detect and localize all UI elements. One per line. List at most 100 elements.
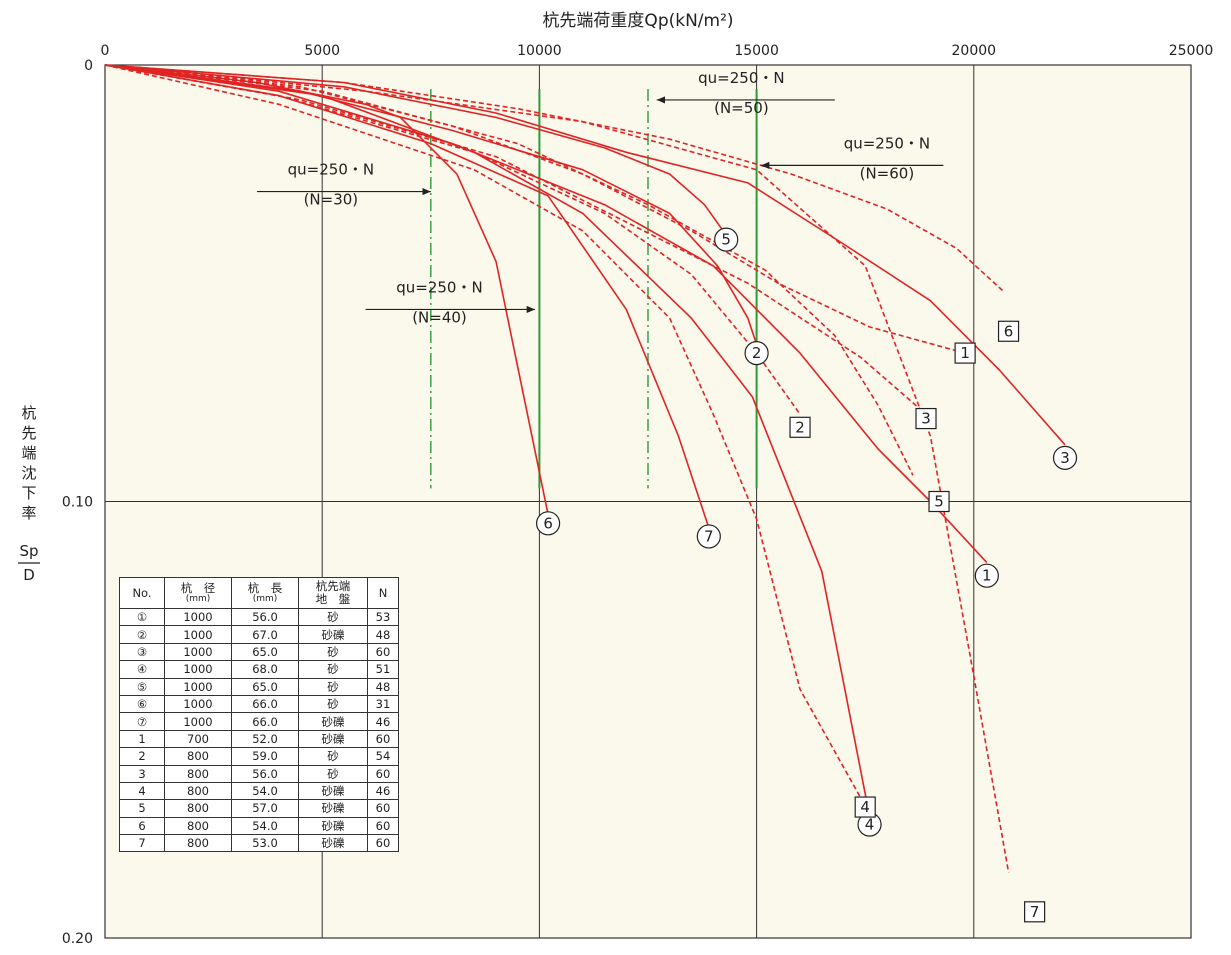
series-marker-circle — [696, 524, 721, 549]
series-marker-box — [1024, 901, 1046, 923]
qu-annotation: qu=250・N (N=50) — [656, 69, 835, 117]
series-marker: 5 — [928, 490, 950, 513]
table-cell-n: 53 — [367, 607, 399, 627]
table-cell-no: 3 — [119, 764, 165, 783]
table-cell-n: 54 — [367, 747, 399, 766]
series-line — [104, 64, 862, 799]
table-row: 5 800 57.0 砂礫 60 — [119, 799, 399, 818]
series-marker-label: 3 — [1060, 449, 1070, 467]
series-line — [104, 64, 727, 236]
table-row: ⑦ 1000 66.0 砂礫 46 — [119, 712, 399, 731]
table-cell-ground: 砂礫 — [298, 781, 368, 801]
annotation-formula: qu=250・N — [698, 69, 784, 87]
table-cell-no: ⑦ — [119, 712, 165, 731]
annotation-condition: (N=40) — [412, 309, 467, 327]
table-cell-ground: 砂 — [298, 677, 368, 696]
table-cell-length: 67.0 — [231, 625, 299, 644]
table-cell-length: 56.0 — [231, 607, 299, 627]
table-cell-diameter: 800 — [164, 799, 232, 818]
y-axis-title-denominator: D — [23, 566, 35, 584]
table-cell-diameter: 800 — [164, 747, 232, 766]
table-cell-diameter: 800 — [164, 816, 232, 836]
series-line — [104, 64, 1010, 873]
table-cell-n: 60 — [367, 799, 399, 818]
series-marker-label: 3 — [921, 410, 931, 428]
annotation-condition: (N=50) — [714, 99, 769, 117]
table-cell-no: 2 — [119, 747, 165, 766]
table-cell-diameter: 800 — [164, 781, 232, 801]
x-tick-label: 25000 — [1169, 43, 1214, 59]
series-marker-label: 1 — [982, 567, 992, 585]
table-cell-no: 6 — [119, 816, 165, 836]
table-cell-ground: 砂 — [298, 642, 368, 662]
table-cell-diameter: 1000 — [164, 712, 232, 731]
table-cell-length: 54.0 — [231, 781, 299, 801]
table-cell-length: 68.0 — [231, 660, 299, 679]
series-marker: 2 — [744, 340, 769, 366]
table-cell-no: ⑤ — [119, 677, 165, 696]
table-cell-length: 56.0 — [231, 764, 299, 783]
header-ground: 杭先端地 盤 — [298, 577, 368, 609]
series-marker-label: 4 — [865, 816, 875, 834]
table-cell-n: 31 — [367, 694, 399, 714]
table-row: ⑥ 1000 66.0 砂 31 — [119, 694, 399, 714]
table-row: 2 800 59.0 砂 54 — [119, 747, 399, 766]
table-cell-ground: 砂 — [298, 694, 368, 714]
y-tick-label: 0.10 — [62, 495, 93, 511]
series-marker: 3 — [1052, 445, 1078, 470]
table-cell-n: 60 — [367, 642, 399, 662]
table-cell-n: 48 — [367, 625, 399, 644]
table-cell-no: ② — [119, 625, 165, 644]
table-row: 4 800 54.0 砂礫 46 — [119, 781, 399, 801]
table-cell-n: 51 — [367, 660, 399, 679]
series-line — [104, 64, 966, 354]
table-cell-ground: 砂礫 — [298, 729, 368, 749]
table-cell-diameter: 1000 — [164, 677, 232, 696]
table-cell-ground: 砂礫 — [298, 799, 368, 818]
series-line — [104, 64, 1066, 446]
table-cell-no: 4 — [119, 781, 165, 801]
table-cell-length: 57.0 — [231, 799, 299, 818]
table-cell-n: 46 — [367, 712, 399, 731]
series-marker-label: 6 — [543, 514, 553, 532]
table-cell-n: 60 — [367, 764, 399, 783]
series-marker-box — [928, 490, 950, 513]
table-cell-ground: 砂礫 — [298, 816, 368, 836]
table-row: 6 800 54.0 砂礫 60 — [119, 816, 399, 836]
series-marker-label: 2 — [795, 418, 805, 436]
series-marker-box — [915, 407, 937, 430]
series-line — [104, 64, 1005, 293]
table-cell-n: 46 — [367, 781, 399, 801]
x-tick-label: 10000 — [517, 43, 562, 59]
table-cell-no: ⑥ — [119, 694, 165, 714]
series-marker: 1 — [954, 342, 976, 364]
series-marker: 1 — [974, 563, 999, 588]
series-marker-label: 4 — [860, 798, 870, 816]
table-row: ④ 1000 68.0 砂 51 — [119, 660, 399, 679]
table-cell-length: 52.0 — [231, 729, 299, 749]
table-cell-n: 60 — [367, 816, 399, 836]
table-body: ① 1000 56.0 砂 53 ② 1000 67.0 砂礫 48 ③ 1000 65.0 砂 60 ④ 10… — [119, 607, 399, 853]
table-cell-ground: 砂 — [298, 764, 368, 783]
y-tick-label: 0.20 — [62, 931, 93, 947]
table-cell-length: 66.0 — [231, 694, 299, 714]
table-cell-no: ④ — [119, 660, 165, 679]
series-marker-label: 2 — [752, 344, 762, 362]
qu-annotation: qu=250・N (N=30) — [257, 161, 431, 209]
series-marker-circle — [1052, 445, 1078, 470]
table-row: ③ 1000 65.0 砂 60 — [119, 642, 399, 662]
table-cell-no: 7 — [119, 834, 165, 853]
table-cell-no: ③ — [119, 642, 165, 662]
y-axis-title-char: 率 — [21, 504, 36, 522]
series-marker-box — [854, 796, 876, 818]
series-line — [104, 64, 988, 564]
table-row: 3 800 56.0 砂 60 — [119, 764, 399, 783]
table-row: ⑤ 1000 65.0 砂 48 — [119, 677, 399, 696]
grid-layer — [105, 65, 1191, 938]
y-tick-label: 0 — [84, 58, 93, 74]
y-axis-title-char: 沈 — [21, 464, 36, 482]
table-cell-ground: 砂 — [298, 660, 368, 679]
annotations: qu=250・N (N=30) qu=250・N (N=40) qu=250・N (N=5… — [257, 69, 944, 327]
series-line — [104, 64, 914, 476]
table-cell-no: 5 — [119, 799, 165, 818]
